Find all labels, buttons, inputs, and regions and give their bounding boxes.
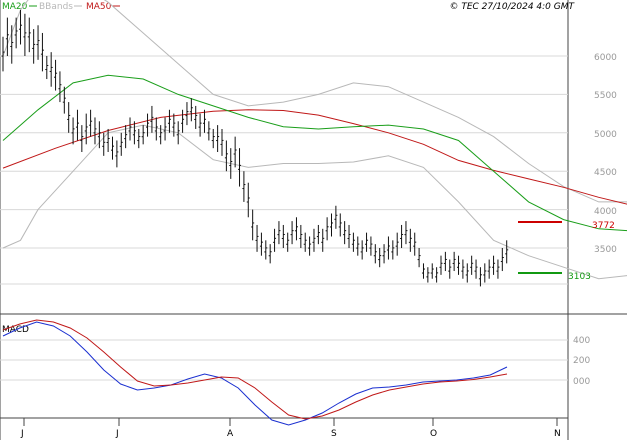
copyright-text: © TEC 27/10/2024 4:0 GMT xyxy=(449,2,575,12)
price-axis: 3500 4000 4500 5000 5500 6000 xyxy=(594,53,617,255)
legend-bbands-label: BBands xyxy=(39,2,73,12)
ma20-line xyxy=(2,74,627,232)
price-bars xyxy=(1,9,509,287)
month-label: O xyxy=(430,429,437,439)
macd-tick-label: 400 xyxy=(573,336,590,346)
bband-lower xyxy=(2,124,627,280)
price-tick-label: 5000 xyxy=(594,130,617,140)
legend-ma50-label: MA50 xyxy=(86,2,112,12)
macd-axis: 000 200 400 xyxy=(573,336,590,387)
month-label: N xyxy=(554,429,561,439)
ma20-line xyxy=(2,74,627,232)
legend: MA20 BBands MA50 xyxy=(2,2,120,12)
price-levels xyxy=(518,221,562,274)
macd-tick-label: 000 xyxy=(573,377,590,387)
legend-ma20-label: MA20 xyxy=(2,2,28,12)
month-label: A xyxy=(227,429,234,439)
month-label: J xyxy=(20,429,24,439)
month-axis: J J A S O N xyxy=(20,429,561,439)
support-label: 3103 xyxy=(568,272,591,282)
signal-line xyxy=(2,319,508,420)
month-markers xyxy=(0,417,568,426)
price-tick-label: 6000 xyxy=(594,53,617,63)
macd-line xyxy=(2,321,508,426)
ma50-line xyxy=(2,109,627,205)
resistance-label: 3772 xyxy=(592,221,615,231)
price-tick-label: 4500 xyxy=(594,168,617,178)
ma50-line xyxy=(2,109,627,205)
price-tick-label: 4000 xyxy=(594,207,617,217)
price-tick-label: 3500 xyxy=(594,245,617,255)
bollinger-bands xyxy=(2,0,627,280)
macd-series xyxy=(2,319,508,426)
macd-tick-label: 200 xyxy=(573,356,590,366)
month-label: S xyxy=(331,429,337,439)
bband-upper xyxy=(2,0,627,203)
month-label: J xyxy=(115,429,119,439)
price-tick-label: 5500 xyxy=(594,91,617,101)
